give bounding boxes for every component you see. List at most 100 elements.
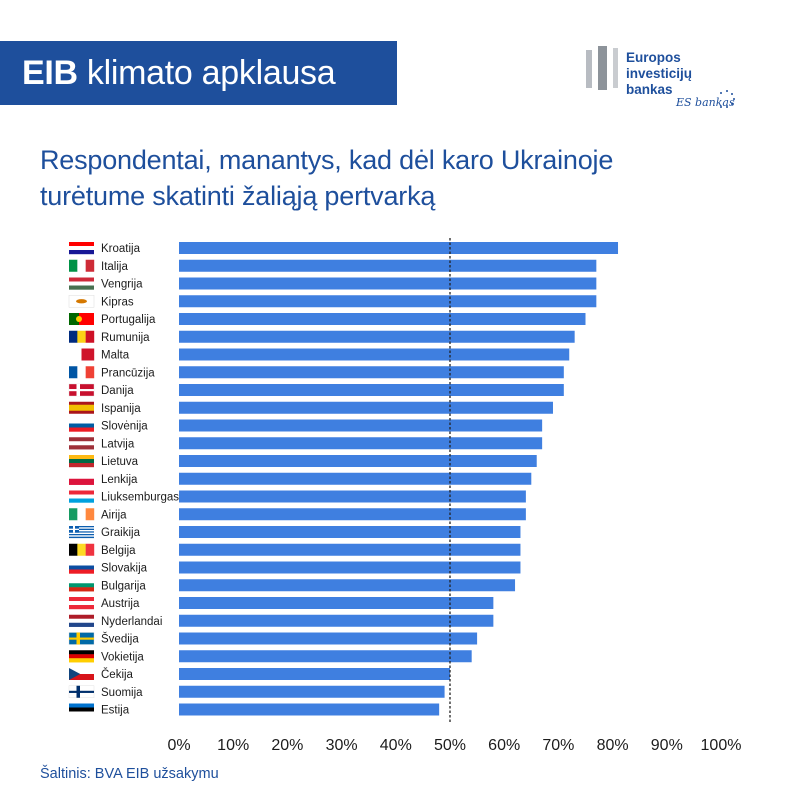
source-note: Šaltinis: BVA EIB užsakymu: [40, 766, 219, 782]
title-rest: klimato apklausa: [77, 53, 336, 92]
x-tick-label: 100%: [701, 737, 742, 754]
title-bold: EIB: [22, 53, 78, 92]
eib-logo: Europos investicijų bankas ES bankas: [584, 44, 784, 124]
flag-latvia-icon: [69, 437, 94, 450]
bar: [179, 526, 521, 538]
category-label: Čekija: [101, 668, 134, 681]
logo-line-2: investicijų: [626, 66, 693, 81]
category-label: Švedija: [101, 633, 139, 646]
bar: [179, 490, 526, 503]
subtitle-line-1: Respondentai, manantys, kad dėl karo Ukr…: [40, 145, 614, 175]
category-label: Kipras: [101, 296, 134, 308]
category-label: Bulgarija: [101, 580, 146, 592]
flag-croatia-icon: [69, 242, 94, 255]
category-label: Slovėnija: [101, 421, 148, 433]
flag-romania-icon: [69, 330, 95, 343]
flag-germany-icon: [69, 650, 94, 663]
bar: [179, 685, 445, 698]
flag-slovakia-icon: [69, 561, 94, 574]
category-label: Suomija: [101, 687, 143, 699]
flag-greece-icon: [69, 526, 94, 539]
flag-finland-icon: [68, 685, 95, 698]
flag-bulgaria-icon: [69, 579, 94, 592]
category-label: Rumunija: [101, 332, 150, 344]
x-tick-label: 50%: [434, 737, 466, 754]
flag-austria-icon: [69, 597, 94, 610]
bar: [179, 348, 570, 361]
category-label: Italija: [101, 261, 128, 273]
flag-belgium-icon: [69, 543, 95, 556]
flag-france-icon: [69, 366, 95, 379]
category-label: Latvija: [101, 438, 135, 450]
x-tick-label: 80%: [597, 737, 629, 754]
bar: [179, 277, 597, 290]
logo-line-3: bankas: [626, 82, 673, 97]
category-label: Nyderlandai: [101, 616, 162, 628]
bar: [179, 614, 494, 627]
bar: [179, 330, 575, 343]
category-label: Prancūzija: [101, 367, 155, 379]
x-tick-label: 90%: [651, 737, 683, 754]
category-label: Portugalija: [101, 314, 156, 326]
bar: [179, 295, 597, 308]
flag-lithuania-icon: [69, 455, 94, 468]
bar: [179, 437, 543, 450]
logo-text: Europos investicijų bankas: [626, 50, 692, 98]
category-label: Liuksemburgas: [101, 492, 179, 504]
bar: [179, 242, 619, 254]
flag-hungary-icon: [69, 277, 94, 290]
flag-portugal-icon: [69, 313, 94, 325]
flag-malta-icon: [69, 348, 95, 361]
bar: [179, 401, 553, 414]
x-tick-label: 0%: [167, 737, 190, 754]
flag-slovenia-icon: [69, 419, 94, 432]
category-label: Kroatija: [101, 243, 141, 255]
eib-logo-mark: [586, 46, 618, 90]
category-label: Estija: [101, 705, 130, 717]
flag-ireland-icon: [69, 508, 95, 521]
category-label: Ispanija: [101, 403, 141, 415]
bar: [179, 561, 521, 574]
category-label: Austrija: [101, 598, 140, 610]
flag-luxembourg-icon: [69, 490, 94, 503]
category-label: Danija: [101, 385, 134, 397]
logo-signature: ES bankas: [676, 96, 735, 109]
flag-estonia-icon: [69, 703, 94, 716]
bar: [179, 366, 564, 379]
flag-cyprus-icon: [68, 295, 95, 308]
flag-netherlands-icon: [69, 614, 94, 627]
flag-czechia-icon: [69, 668, 94, 680]
x-tick-label: 40%: [380, 737, 412, 754]
category-label: Vengrija: [101, 279, 143, 291]
bar: [179, 579, 516, 592]
bar: [179, 313, 586, 325]
bar: [179, 703, 440, 716]
bar: [179, 455, 537, 467]
x-tick-label: 30%: [326, 737, 358, 754]
flag-sweden-icon: [68, 632, 95, 645]
category-label: Lietuva: [101, 456, 139, 468]
title-banner: EIB klimato apklausa: [0, 41, 397, 105]
x-tick-label: 60%: [488, 737, 520, 754]
logo-line-1: Europos: [626, 50, 681, 65]
bar: [179, 668, 450, 680]
bar: [179, 472, 532, 485]
x-tick-label: 70%: [542, 737, 574, 754]
category-label: Slovakija: [101, 563, 148, 575]
page-title: EIB klimato apklausa: [0, 53, 336, 93]
category-label: Vokietija: [101, 651, 144, 663]
flag-denmark-icon: [68, 383, 95, 397]
bar: [179, 632, 478, 645]
bar: [179, 650, 472, 663]
x-tick-label: 20%: [271, 737, 303, 754]
flag-poland-icon: [69, 472, 94, 485]
chart-subtitle: Respondentai, manantys, kad dėl karo Ukr…: [40, 142, 740, 214]
category-label: Belgija: [101, 545, 136, 557]
subtitle-line-2: turėtume skatinti žaliąją pertvarką: [40, 181, 436, 211]
category-label: Airija: [101, 509, 127, 521]
bar: [179, 508, 526, 521]
x-tick-label: 10%: [217, 737, 249, 754]
bar: [179, 384, 564, 396]
bar: [179, 597, 494, 609]
